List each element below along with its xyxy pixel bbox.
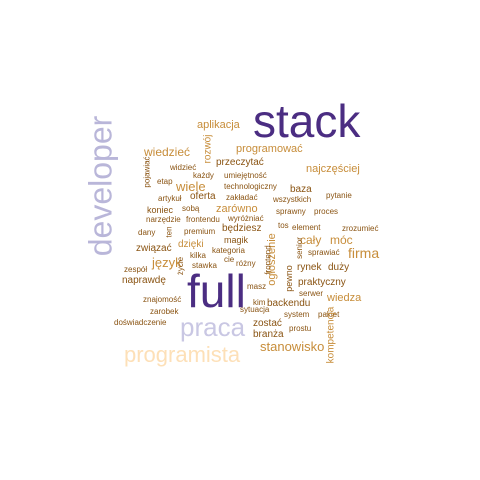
word-duzy: duży: [328, 262, 350, 273]
word-firma: firma: [348, 245, 380, 261]
word-prostu: prostu: [289, 324, 312, 333]
word-kazdy: każdy: [193, 171, 214, 180]
word-etap: etap: [157, 177, 173, 186]
word-rozny: różny: [236, 259, 256, 268]
word-najczesciej: najczęściej: [306, 163, 360, 175]
word-kilka: kilka: [190, 251, 207, 260]
word-zarowno: zarówno: [216, 203, 258, 215]
word-stack: stack: [253, 95, 361, 147]
word-kim: kim: [253, 298, 266, 307]
word-serwer: serwer: [299, 289, 324, 298]
word-aplikacja: aplikacja: [197, 119, 240, 131]
word-dzieki: dzięki: [178, 239, 204, 250]
word-premium: premium: [184, 227, 216, 236]
word-element: element: [292, 223, 321, 232]
word-zarobek: zarobek: [150, 307, 179, 316]
word-zespol: zespół: [124, 265, 148, 274]
word-wiedza: wiedza: [327, 292, 362, 304]
word-soba: sobą: [182, 204, 200, 213]
word-bedziesz: będziesz: [222, 223, 262, 234]
word-caly: cały: [300, 233, 322, 247]
word-backendu: backendu: [267, 298, 311, 309]
word-stanowisko: stanowisko: [260, 339, 325, 354]
word-kompetencja: kompetencja: [325, 306, 337, 364]
word-developer: developer: [82, 115, 119, 257]
word-oferta: oferta: [190, 191, 216, 202]
word-proces: proces: [314, 207, 339, 216]
word-pewno: pewno: [283, 265, 294, 292]
word-magik: magik: [224, 235, 249, 245]
word-technologiczny: technologiczny: [224, 182, 277, 191]
word-programowac: programować: [236, 143, 303, 155]
word-pojawiac: pojawiać: [142, 156, 152, 188]
word-pytanie: pytanie: [326, 191, 352, 200]
word-tos: tos: [278, 221, 289, 230]
word-zycie: życie: [176, 256, 186, 276]
word-koniec: koniec: [147, 205, 174, 215]
word-system: system: [284, 310, 310, 319]
word-wszystkich: wszystkich: [273, 195, 312, 204]
word-narzedzie: narzędzie: [146, 215, 181, 224]
word-zostac: zostać: [253, 318, 282, 329]
word-jezyk: język: [152, 255, 182, 270]
word-zrozumiec: zrozumieć: [342, 224, 379, 233]
word-wiele: wiele: [176, 179, 206, 194]
word-znajomosc: znajomość: [143, 295, 182, 304]
word-pakiet: pakiet: [318, 310, 340, 319]
word-moc: móc: [330, 233, 353, 247]
word-senior: senior: [294, 237, 304, 259]
word-umiejetnosc: umiejętność: [224, 171, 267, 180]
word-programista: programista: [124, 342, 241, 367]
word-zakladac: zakładać: [226, 193, 258, 202]
word-wiedziec: wiedzieć: [144, 145, 191, 159]
word-baza: baza: [290, 184, 312, 195]
word-branza: branża: [253, 329, 284, 340]
word-praktyczny: praktyczny: [298, 277, 346, 288]
word-zwiazac: związać: [136, 243, 172, 254]
word-masz: masz: [247, 282, 267, 291]
word-dany: dany: [138, 228, 156, 237]
word-full: full: [187, 265, 246, 317]
word-kategoria: kategoria: [212, 246, 245, 255]
word-doswiadczenie: doświadczenie: [114, 318, 167, 327]
word-stawka: stawka: [192, 261, 217, 270]
word-cie: cie: [224, 255, 235, 264]
word-ten: ten: [164, 226, 174, 238]
word-wyrozniac: wyróżniać: [228, 214, 264, 223]
word-rozwoj: rozwój: [202, 134, 214, 164]
word-sytuacja: sytuacja: [240, 305, 270, 314]
word-frontend: frontend: [263, 245, 273, 275]
word-rynek: rynek: [297, 262, 322, 273]
word-przeczytac: przeczytać: [216, 157, 264, 168]
word-naprawde: naprawdę: [122, 275, 166, 286]
word-sprawny: sprawny: [276, 207, 306, 216]
word-praca: praca: [180, 312, 246, 342]
word-widziec: widzieć: [170, 163, 197, 172]
word-sprawiac: sprawiać: [308, 248, 340, 257]
word-artykul: artykuł: [158, 194, 182, 203]
word-frontendu: frontendu: [186, 215, 220, 224]
